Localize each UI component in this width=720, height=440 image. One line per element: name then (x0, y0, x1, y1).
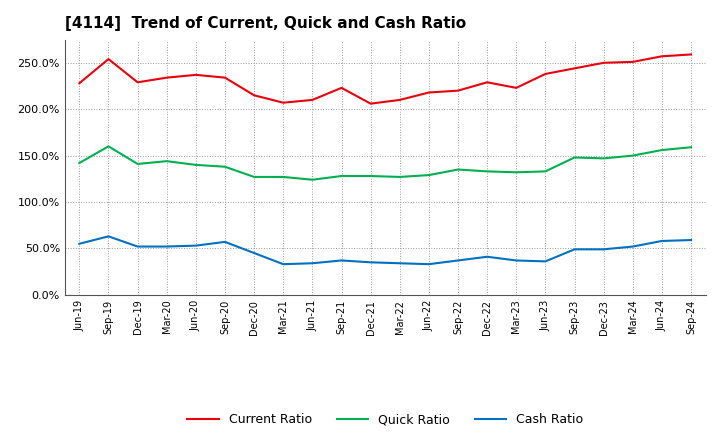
Cash Ratio (279, 261, 287, 267)
Quick Ratio (220, 164, 229, 169)
Cash Ratio (687, 238, 696, 243)
Quick Ratio (366, 173, 375, 179)
Text: [4114]  Trend of Current, Quick and Cash Ratio: [4114] Trend of Current, Quick and Cash … (65, 16, 466, 32)
Line: Quick Ratio: Quick Ratio (79, 147, 691, 180)
Current Ratio (220, 75, 229, 80)
Line: Current Ratio: Current Ratio (79, 55, 691, 104)
Current Ratio (629, 59, 637, 65)
Cash Ratio (512, 258, 521, 263)
Current Ratio (133, 80, 142, 85)
Cash Ratio (395, 260, 404, 266)
Quick Ratio (483, 169, 492, 174)
Current Ratio (163, 75, 171, 80)
Quick Ratio (75, 161, 84, 166)
Cash Ratio (483, 254, 492, 260)
Current Ratio (308, 97, 317, 103)
Quick Ratio (104, 144, 113, 149)
Current Ratio (687, 52, 696, 57)
Current Ratio (279, 100, 287, 105)
Current Ratio (104, 56, 113, 62)
Cash Ratio (250, 250, 258, 256)
Current Ratio (395, 97, 404, 103)
Current Ratio (250, 93, 258, 98)
Cash Ratio (454, 258, 462, 263)
Cash Ratio (425, 261, 433, 267)
Quick Ratio (279, 174, 287, 180)
Quick Ratio (657, 147, 666, 153)
Quick Ratio (454, 167, 462, 172)
Current Ratio (75, 81, 84, 86)
Cash Ratio (337, 258, 346, 263)
Cash Ratio (220, 239, 229, 245)
Quick Ratio (163, 158, 171, 164)
Quick Ratio (512, 170, 521, 175)
Current Ratio (512, 85, 521, 91)
Cash Ratio (541, 259, 550, 264)
Legend: Current Ratio, Quick Ratio, Cash Ratio: Current Ratio, Quick Ratio, Cash Ratio (182, 408, 588, 431)
Current Ratio (599, 60, 608, 66)
Current Ratio (541, 71, 550, 77)
Quick Ratio (599, 156, 608, 161)
Cash Ratio (657, 238, 666, 244)
Current Ratio (425, 90, 433, 95)
Quick Ratio (425, 172, 433, 178)
Cash Ratio (133, 244, 142, 249)
Current Ratio (483, 80, 492, 85)
Cash Ratio (192, 243, 200, 248)
Quick Ratio (192, 162, 200, 168)
Cash Ratio (104, 234, 113, 239)
Quick Ratio (337, 173, 346, 179)
Cash Ratio (308, 260, 317, 266)
Current Ratio (454, 88, 462, 93)
Current Ratio (366, 101, 375, 106)
Current Ratio (337, 85, 346, 91)
Cash Ratio (570, 247, 579, 252)
Cash Ratio (599, 247, 608, 252)
Quick Ratio (133, 161, 142, 167)
Cash Ratio (366, 260, 375, 265)
Cash Ratio (75, 241, 84, 246)
Current Ratio (192, 72, 200, 77)
Cash Ratio (629, 244, 637, 249)
Line: Cash Ratio: Cash Ratio (79, 236, 691, 264)
Quick Ratio (250, 174, 258, 180)
Quick Ratio (629, 153, 637, 158)
Quick Ratio (541, 169, 550, 174)
Quick Ratio (687, 145, 696, 150)
Quick Ratio (570, 155, 579, 160)
Quick Ratio (308, 177, 317, 182)
Current Ratio (657, 54, 666, 59)
Cash Ratio (163, 244, 171, 249)
Current Ratio (570, 66, 579, 71)
Quick Ratio (395, 174, 404, 180)
